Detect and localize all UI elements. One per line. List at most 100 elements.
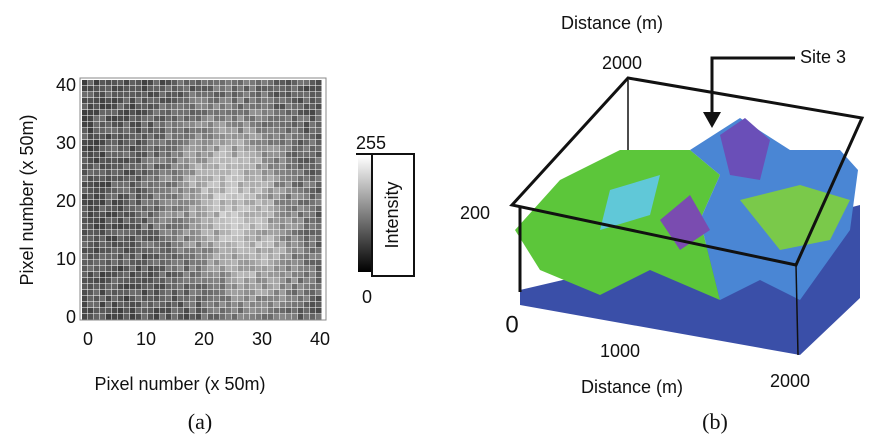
pixel-cell xyxy=(124,104,130,110)
pixel-cell xyxy=(124,182,130,188)
pixel-cell xyxy=(274,194,280,200)
pixel-cell xyxy=(256,290,262,296)
pixel-cell xyxy=(214,200,220,206)
pixel-cell xyxy=(292,176,298,182)
pixel-cell xyxy=(286,272,292,278)
pixel-cell xyxy=(118,158,124,164)
pixel-cell xyxy=(280,302,286,308)
pixel-cell xyxy=(154,296,160,302)
pixel-cell xyxy=(298,104,304,110)
pixel-cell xyxy=(226,164,232,170)
pixel-cell xyxy=(262,134,268,140)
pixel-cell xyxy=(172,140,178,146)
pixel-cell xyxy=(196,284,202,290)
pixel-cell xyxy=(274,134,280,140)
pixel-cell xyxy=(292,170,298,176)
pixel-cell xyxy=(178,290,184,296)
pixel-cell xyxy=(220,314,226,320)
pixel-cell xyxy=(220,284,226,290)
pixel-cell xyxy=(172,212,178,218)
pixel-cell xyxy=(274,128,280,134)
pixel-cell xyxy=(304,296,310,302)
pixel-cell xyxy=(304,302,310,308)
pixel-cell xyxy=(226,146,232,152)
pixel-cell xyxy=(292,242,298,248)
pixel-cell xyxy=(166,152,172,158)
pixel-cell xyxy=(190,92,196,98)
pixel-cell xyxy=(274,212,280,218)
pixel-cell xyxy=(166,200,172,206)
pixel-cell xyxy=(184,200,190,206)
pixel-cell xyxy=(166,248,172,254)
pixel-cell xyxy=(238,272,244,278)
pixel-cell xyxy=(184,236,190,242)
pixel-cell xyxy=(196,146,202,152)
pixel-cell xyxy=(118,242,124,248)
pixel-cell xyxy=(130,224,136,230)
pixel-cell xyxy=(256,308,262,314)
pixel-cell xyxy=(154,122,160,128)
pixel-cell xyxy=(208,98,214,104)
pixel-cell xyxy=(160,86,166,92)
pixel-cell xyxy=(304,284,310,290)
pixel-cell xyxy=(316,272,322,278)
pixel-cell xyxy=(274,248,280,254)
pixel-cell xyxy=(94,170,100,176)
bottom-axis-label: Distance (m) xyxy=(581,377,683,397)
pixel-cell xyxy=(148,110,154,116)
pixel-cell xyxy=(142,296,148,302)
pixel-cell xyxy=(88,110,94,116)
pixel-cell xyxy=(124,236,130,242)
pixel-cell xyxy=(250,158,256,164)
pixel-cell xyxy=(154,86,160,92)
pixel-cell xyxy=(136,92,142,98)
pixel-cell xyxy=(220,236,226,242)
pixel-cell xyxy=(88,164,94,170)
pixel-cell xyxy=(88,122,94,128)
pixel-cell xyxy=(88,182,94,188)
pixel-cell xyxy=(292,236,298,242)
pixel-cell xyxy=(208,188,214,194)
pixel-cell xyxy=(154,260,160,266)
pixel-cell xyxy=(262,206,268,212)
pixel-cell xyxy=(172,182,178,188)
pixel-cell xyxy=(250,236,256,242)
pixel-cell xyxy=(112,278,118,284)
pixel-cell xyxy=(190,194,196,200)
pixel-cell xyxy=(238,140,244,146)
pixel-cell xyxy=(226,158,232,164)
pixel-cell xyxy=(118,236,124,242)
pixel-cell xyxy=(136,212,142,218)
pixel-cell xyxy=(172,290,178,296)
panel-label: (a) xyxy=(188,409,212,434)
pixel-cell xyxy=(286,164,292,170)
pixel-cell xyxy=(112,188,118,194)
pixel-cell xyxy=(94,302,100,308)
pixel-cell xyxy=(286,146,292,152)
pixel-cell xyxy=(130,116,136,122)
pixel-cell xyxy=(310,296,316,302)
pixel-cell xyxy=(298,86,304,92)
pixel-cell xyxy=(130,296,136,302)
pixel-cell xyxy=(256,164,262,170)
pixel-cell xyxy=(82,284,88,290)
pixel-cell xyxy=(124,254,130,260)
pixel-cell xyxy=(94,308,100,314)
pixel-cell xyxy=(148,254,154,260)
pixel-cell xyxy=(310,284,316,290)
pixel-cell xyxy=(166,122,172,128)
pixel-cell xyxy=(232,248,238,254)
pixel-cell xyxy=(148,128,154,134)
pixel-cell xyxy=(160,296,166,302)
pixel-cell xyxy=(100,176,106,182)
pixel-cell xyxy=(256,302,262,308)
pixel-cell xyxy=(268,152,274,158)
pixel-cell xyxy=(190,302,196,308)
pixel-cell xyxy=(172,266,178,272)
pixel-cell xyxy=(130,170,136,176)
pixel-cell xyxy=(100,248,106,254)
pixel-cell xyxy=(226,206,232,212)
pixel-cell xyxy=(190,86,196,92)
pixel-cell xyxy=(142,284,148,290)
pixel-cell xyxy=(316,302,322,308)
